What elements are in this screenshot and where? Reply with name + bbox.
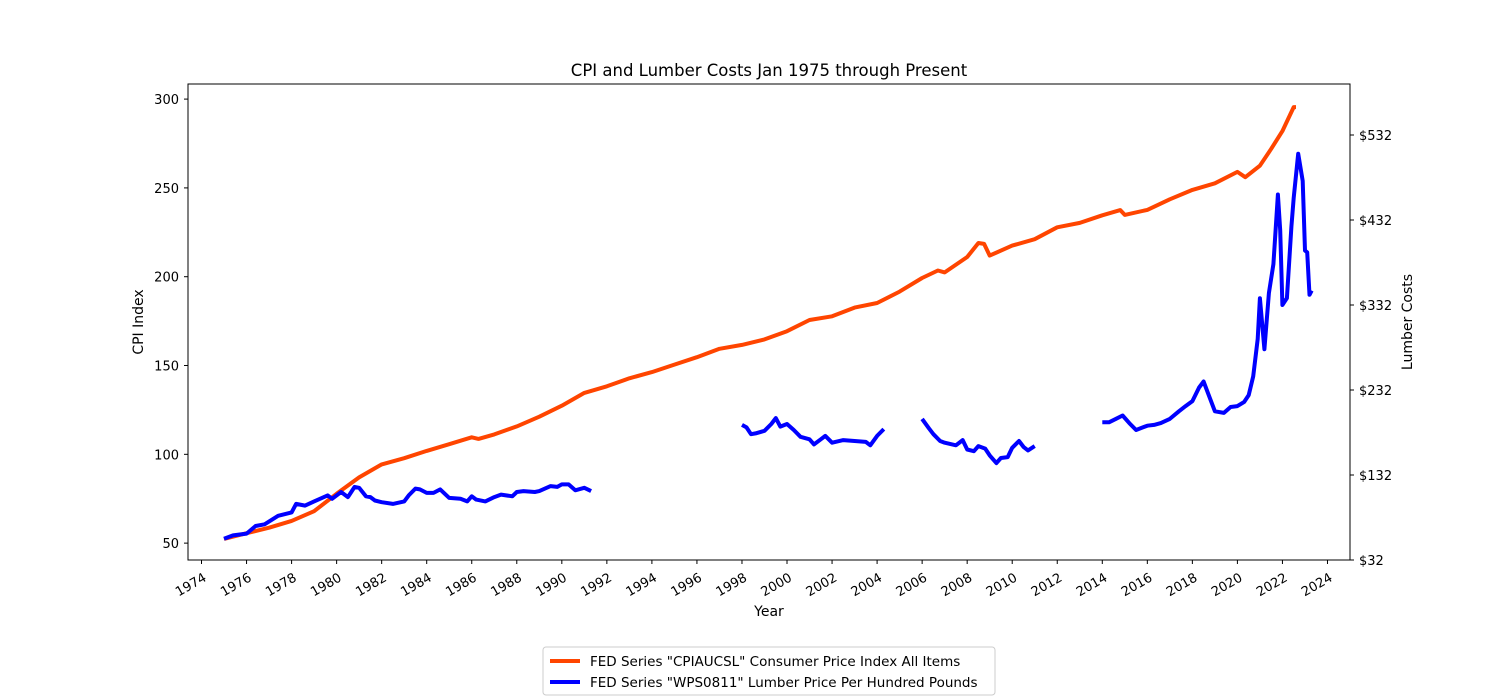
x-tick-label: 2014 (1074, 571, 1110, 601)
x-tick-label: 2020 (1209, 571, 1245, 601)
x-tick-label: 1988 (488, 571, 524, 601)
x-tick-label: 2008 (939, 571, 975, 601)
y2-axis-title: Lumber Costs (1400, 274, 1416, 370)
x-tick-label: 2024 (1299, 571, 1335, 601)
x-tick-label: 2000 (759, 571, 795, 601)
x-tick-label: 1976 (218, 571, 254, 601)
lumber-series-line-segment-1 (223, 482, 592, 541)
x-tick-label: 1980 (308, 571, 344, 601)
y-tick-label: 200 (154, 271, 179, 286)
x-tick-label: 1986 (443, 571, 479, 601)
x-tick-label: 1992 (579, 571, 615, 601)
y2-tick-label: $32 (1359, 554, 1384, 569)
y-tick-label: 150 (154, 360, 179, 375)
x-tick-label: 1974 (173, 571, 209, 601)
plot-area (188, 84, 1350, 560)
x-tick-label: 1994 (624, 571, 660, 601)
legend-box (542, 646, 996, 696)
x-tick-label: 2004 (849, 571, 885, 601)
lumber-series-line-segment-3 (920, 417, 1036, 466)
x-axis-title: Year (753, 604, 784, 620)
x-tick-label: 2022 (1254, 571, 1290, 601)
x-tick-label: 2016 (1119, 571, 1155, 601)
plot-frame (187, 83, 1351, 561)
y2-tick-label: $132 (1359, 469, 1392, 484)
y-axis-title: CPI Index (131, 289, 147, 354)
y2-tick-label: $332 (1359, 299, 1392, 314)
lumber-series-line-segment-4 (1102, 151, 1314, 432)
x-tick-label: 1982 (353, 571, 389, 601)
y2-tick-label: $532 (1359, 129, 1392, 144)
legend-label-cpi: FED Series "CPIAUCSL" Consumer Price Ind… (590, 654, 960, 670)
x-tick-label: 1990 (534, 571, 570, 601)
x-tick-label: 2018 (1164, 571, 1200, 601)
x-tick-label: 2012 (1029, 571, 1065, 601)
cpi-series-line (223, 105, 1296, 541)
x-tick-label: 1978 (263, 571, 299, 601)
chart-title: CPI and Lumber Costs Jan 1975 through Pr… (571, 61, 968, 80)
x-tick-label: 2002 (804, 571, 840, 601)
y-tick-label: 250 (154, 182, 179, 197)
x-tick-label: 2010 (984, 571, 1020, 601)
x-tick-label: 1998 (714, 571, 750, 601)
legend-label-lumber: FED Series "WPS0811" Lumber Price Per Hu… (590, 675, 978, 691)
legend: FED Series "CPIAUCSL" Consumer Price Ind… (542, 646, 996, 696)
x-tick-label: 2006 (894, 571, 930, 601)
y-tick-label: 100 (154, 448, 179, 463)
lumber-series-line-segment-2 (741, 416, 886, 448)
y2-tick-label: $232 (1359, 384, 1392, 399)
y2-tick-label: $432 (1359, 214, 1392, 229)
x-tick-label: 1984 (398, 571, 434, 601)
y-tick-label: 50 (162, 537, 179, 552)
y-tick-label: 300 (154, 93, 179, 108)
x-tick-label: 1996 (669, 571, 705, 601)
